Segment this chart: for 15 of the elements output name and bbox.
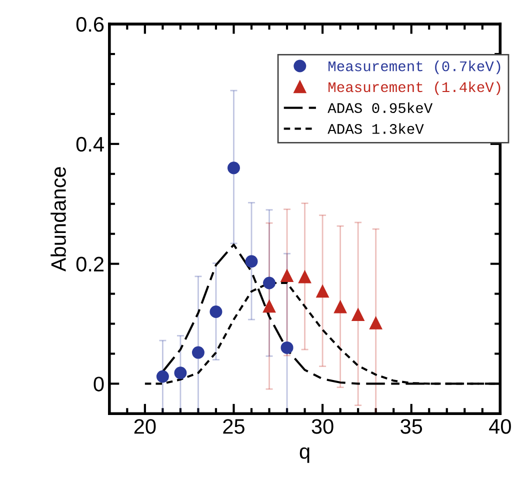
- y-tick-label: 0.2: [76, 256, 104, 272]
- legend-label: Measurement (1.4keV): [328, 81, 500, 96]
- legend-label: Measurement (0.7keV): [328, 60, 500, 74]
- x-tick-label: 40: [489, 419, 511, 434]
- y-axis-title: Abundance: [50, 167, 66, 272]
- x-tick-label: 25: [223, 419, 244, 434]
- legend-label: ADAS 1.3keV: [328, 123, 424, 134]
- x-axis-title: q: [300, 447, 310, 463]
- y-tick-label: 0.6: [76, 17, 104, 32]
- y-tick-label: 0.4: [76, 136, 104, 152]
- x-tick-label: 30: [312, 419, 334, 434]
- x-tick-label: 20: [134, 419, 156, 434]
- legend-label: ADAS 0.95keV: [328, 102, 433, 114]
- y-tick-label: 0: [94, 376, 104, 392]
- x-tick-label: 35: [400, 419, 422, 434]
